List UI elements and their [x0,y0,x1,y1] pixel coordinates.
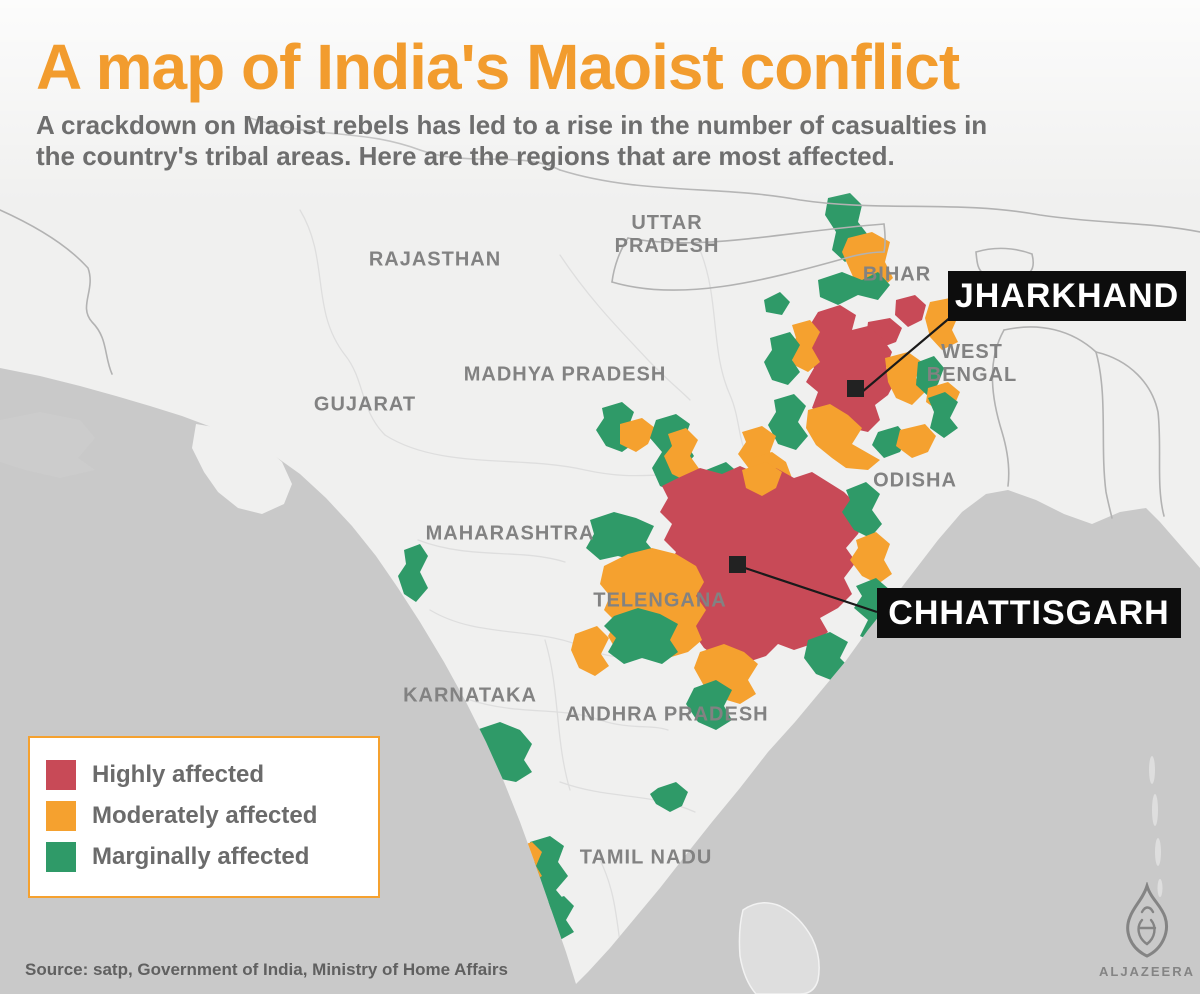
aljazeera-flame-icon [1126,882,1168,958]
callout-chhattisgarh: CHHATTISGARH [877,588,1181,638]
state-label-gujarat: GUJARAT [313,393,417,416]
state-label-odisha: ODISHA [873,469,957,492]
legend-item-highly: Highly affected [46,760,360,790]
state-label-andhra-pradesh: ANDHRA PRADESH [565,703,769,726]
aljazeera-branding: ALJAZEERA [1095,882,1199,979]
legend-label: Marginally affected [92,843,310,870]
state-label-west-bengal: WEST BENGAL [926,341,1018,386]
sri-lanka [738,902,820,994]
legend-item-moderately: Moderately affected [46,801,360,831]
state-label-karnataka: KARNATAKA [403,684,537,707]
callout-jharkhand: JHARKHAND [948,271,1186,321]
andaman-islands [1149,756,1163,897]
legend: Highly affected Moderately affected Marg… [28,736,380,898]
legend-label: Highly affected [92,761,265,788]
chhattisgarh-marker [729,556,746,573]
legend-item-marginally: Marginally affected [46,842,360,872]
legend-label: Moderately affected [92,802,318,829]
state-label-telengana: TELENGANA [593,589,727,612]
source-attribution: Source: satp, Government of India, Minis… [25,960,508,979]
marginally-affected-swatch [46,842,76,872]
highly-affected-swatch [46,760,76,790]
title-backdrop [0,0,1200,205]
jharkhand-marker [847,380,864,397]
state-label-maharashtra: MAHARASHTRA [425,522,595,545]
location-markers [729,380,864,573]
page-title: A map of India's Maoist conflict [36,31,960,103]
aljazeera-wordmark: ALJAZEERA [1098,964,1195,979]
callout-lines [741,315,953,614]
state-label-bihar: BIHAR [862,263,932,286]
state-label-uttar-pradesh: UTTAR PRADESH [614,212,720,257]
state-label-tamil-nadu: TAMIL NADU [579,846,713,869]
state-label-rajasthan: RAJASTHAN [368,248,502,271]
moderately-affected-swatch [46,801,76,831]
page-subtitle: A crackdown on Maoist rebels has led to … [36,110,988,171]
state-label-madhya-pradesh: MADHYA PRADESH [463,363,667,386]
rann-marsh [0,412,95,478]
